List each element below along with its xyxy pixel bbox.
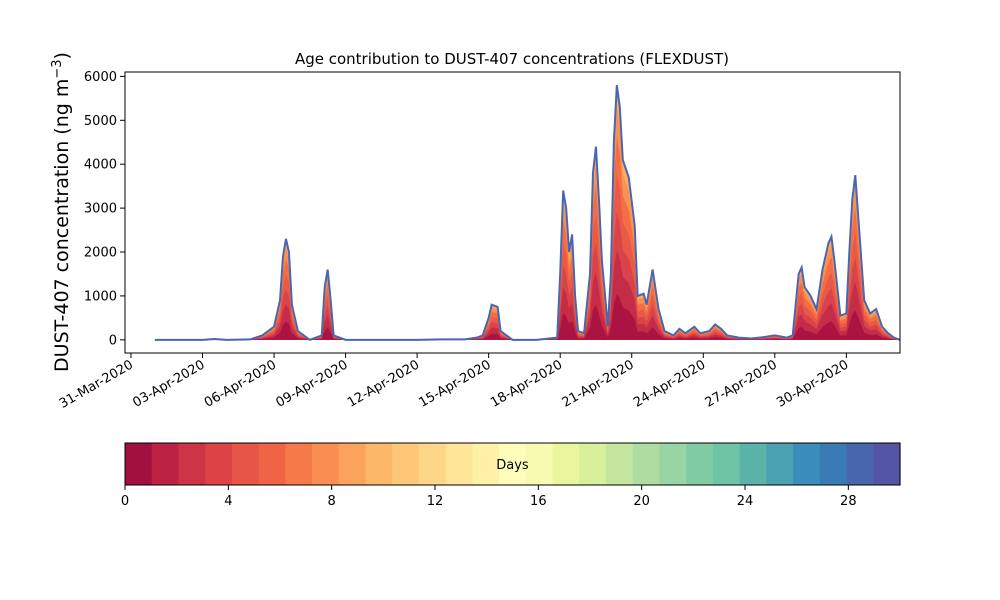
y-tick-label: 1000: [84, 289, 117, 304]
colorbar-segment: [178, 443, 206, 485]
colorbar: Days 0 4 8 12 16 20 24 28: [121, 442, 901, 509]
colorbar-segment: [766, 443, 794, 485]
colorbar-tick-label: 24: [737, 494, 754, 509]
colorbar-tick-label: 0: [121, 494, 129, 509]
colorbar-segment: [499, 443, 527, 485]
x-tick-label: 15-Apr-2020: [417, 357, 494, 410]
colorbar-segment: [418, 443, 447, 485]
colorbar-segment: [125, 443, 153, 485]
y-tick-label: 4000: [84, 158, 117, 173]
x-tick-label: 30-Apr-2020: [774, 357, 851, 410]
y-axis-ticks: 0 1000 2000 3000 4000 5000 6000: [84, 70, 125, 348]
colorbar-segment: [686, 443, 714, 485]
y-axis-label-close: ): [51, 52, 73, 59]
x-tick-label: 09-Apr-2020: [273, 357, 350, 410]
x-tick-label: 24-Apr-2020: [631, 357, 708, 410]
y-tick-label: 5000: [84, 114, 117, 129]
age-band-area: [154, 293, 900, 340]
y-axis-label: DUST-407 concentration (ng m−3): [50, 52, 74, 372]
colorbar-segment: [659, 443, 687, 485]
y-tick-label: 6000: [84, 70, 117, 85]
colorbar-tick-label: 20: [633, 494, 650, 509]
colorbar-segment: [793, 443, 821, 485]
colorbar-segment: [151, 443, 180, 485]
colorbar-segment: [472, 443, 500, 485]
colorbar-segment: [445, 443, 474, 485]
x-tick-label: 03-Apr-2020: [130, 357, 207, 410]
x-tick-label: 06-Apr-2020: [202, 357, 279, 410]
colorbar-segment: [392, 443, 420, 485]
colorbar-segment: [365, 443, 393, 485]
y-axis-label-unit-exponent: −3: [50, 59, 65, 78]
colorbar-tick-label: 8: [328, 494, 336, 509]
colorbar-segment: [205, 443, 233, 485]
x-tick-label: 21-Apr-2020: [560, 357, 637, 410]
colorbar-segment: [285, 443, 313, 485]
x-tick-label: 12-Apr-2020: [345, 357, 422, 410]
colorbar-segment: [739, 443, 767, 485]
colorbar-segment: [552, 443, 580, 485]
y-axis-label-group: DUST-407 concentration (ng m−3): [50, 52, 74, 372]
age-bands-group: [154, 85, 900, 340]
colorbar-label: Days: [496, 458, 529, 473]
colorbar-segment: [525, 443, 554, 485]
x-tick-label: 27-Apr-2020: [703, 357, 780, 410]
colorbar-tick-label: 12: [427, 494, 444, 509]
x-tick-label: 18-Apr-2020: [488, 357, 565, 410]
colorbar-frame: [124, 442, 901, 486]
colorbar-segment: [338, 443, 367, 485]
colorbar-segment: [846, 443, 874, 485]
colorbar-segment: [632, 443, 661, 485]
total-concentration-line: [154, 85, 900, 341]
chart-title: Age contribution to DUST-407 concentrati…: [295, 50, 729, 68]
plot-frame: [124, 71, 901, 354]
colorbar-segment: [258, 443, 286, 485]
colorbar-segment: [873, 443, 901, 485]
colorbar-tick-label: 16: [530, 494, 547, 509]
y-axis-label-text: DUST-407 concentration (ng m: [51, 79, 73, 372]
colorbar-segment: [606, 443, 634, 485]
colorbar-segment: [819, 443, 848, 485]
colorbar-tick-label: 4: [224, 494, 232, 509]
colorbar-segment: [312, 443, 340, 485]
y-tick-label: 3000: [84, 202, 117, 217]
y-tick-label: 0: [109, 333, 117, 348]
colorbar-segment: [579, 443, 607, 485]
y-tick-label: 2000: [84, 246, 117, 261]
x-axis-ticks: 31-Mar-202003-Apr-202006-Apr-202009-Apr-…: [57, 353, 851, 412]
colorbar-segment: [231, 443, 260, 485]
colorbar-segment: [712, 443, 741, 485]
colorbar-tick-label: 28: [840, 494, 857, 509]
